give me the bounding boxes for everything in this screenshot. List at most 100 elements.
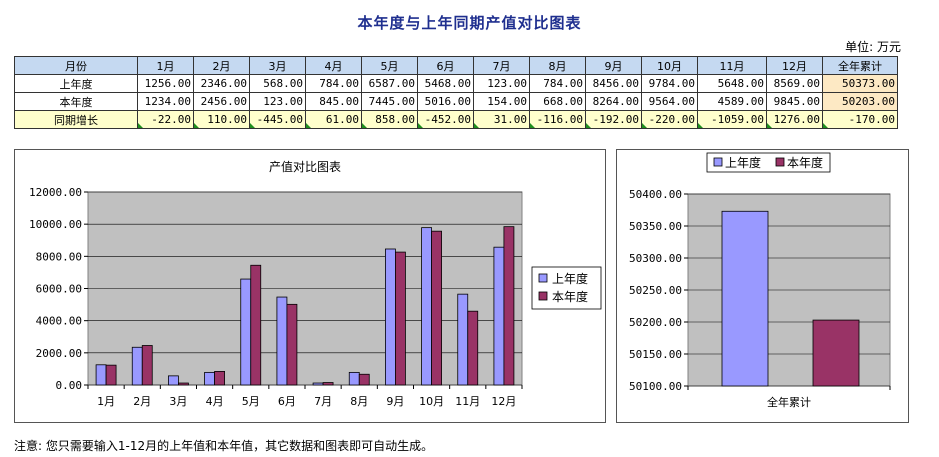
bar-this-year <box>322 382 334 386</box>
y-tick-label: 50150.00 <box>629 348 682 361</box>
table-cell[interactable]: 5468.00 <box>417 74 474 93</box>
table-cell[interactable]: 31.00 <box>473 110 530 129</box>
x-tick-label: 9月 <box>386 395 404 408</box>
bar-this-year <box>105 364 117 386</box>
formula-marker-icon <box>138 123 143 128</box>
table-cell[interactable]: 4589.00 <box>697 92 767 111</box>
table-cell[interactable]: 9564.00 <box>641 92 698 111</box>
table-cell[interactable]: -116.00 <box>529 110 586 129</box>
bar-last-year <box>385 248 396 386</box>
bar-last-year <box>204 371 215 386</box>
cell-value: -452.00 <box>424 113 471 126</box>
table-cell[interactable]: 668.00 <box>529 92 586 111</box>
table-cell[interactable]: 123.00 <box>473 74 530 93</box>
formula-marker-icon <box>418 123 423 128</box>
annual-chart-panel: 上年度 本年度 50100.00 50150.00 50200.00 50250.00 50… <box>616 149 909 423</box>
table-cell[interactable]: -452.00 <box>417 110 474 129</box>
table-header-cell: 12月 <box>766 56 823 75</box>
formula-marker-icon <box>474 123 479 128</box>
y-tick-label: 2000.00 <box>36 347 82 360</box>
x-tick-label: 5月 <box>242 395 260 408</box>
table-cell[interactable]: -445.00 <box>249 110 306 129</box>
table-cell[interactable]: 154.00 <box>473 92 530 111</box>
table-cell[interactable]: 1276.00 <box>766 110 823 129</box>
legend-swatch <box>538 273 548 283</box>
table-cell[interactable]: 8264.00 <box>585 92 642 111</box>
table-cell[interactable]: 1256.00 <box>137 74 194 93</box>
table-cell[interactable]: -22.00 <box>137 110 194 129</box>
cell-value: -445.00 <box>256 113 303 126</box>
note-text: 注意: 您只需要输入1-12月的上年值和本年值，其它数据和图表即可自动生成。 <box>14 439 434 453</box>
table-cell[interactable]: 5016.00 <box>417 92 474 111</box>
table-cell[interactable]: 50373.00 <box>822 74 898 93</box>
table-cell[interactable]: 2456.00 <box>193 92 250 111</box>
table-header-cell: 9月 <box>585 56 642 75</box>
table-cell[interactable]: 1234.00 <box>137 92 194 111</box>
table-cell[interactable]: 6587.00 <box>361 74 418 93</box>
legend-label: 上年度 <box>552 271 588 286</box>
bar-this-year <box>214 371 225 386</box>
table-cell[interactable]: 2346.00 <box>193 74 250 93</box>
cell-value: 61.00 <box>325 113 359 126</box>
x-tick-label: 7月 <box>314 395 332 408</box>
table-cell[interactable]: 845.00 <box>305 92 362 111</box>
cell-value: 858.00 <box>375 113 415 126</box>
cell-value: -1059.00 <box>711 113 764 126</box>
bar-last-year <box>721 210 769 387</box>
y-tick-label: 50250.00 <box>629 284 682 297</box>
formula-marker-icon <box>250 123 255 128</box>
table-cell[interactable]: 110.00 <box>193 110 250 129</box>
y-tick-label: 12000.00 <box>29 186 82 199</box>
x-tick-label: 6月 <box>278 395 296 408</box>
x-tick-label: 1月 <box>97 395 115 408</box>
bar-last-year <box>95 364 107 386</box>
y-tick-label: 6000.00 <box>36 283 82 296</box>
table-cell[interactable]: 7445.00 <box>361 92 418 111</box>
bar-this-year <box>395 251 406 386</box>
table-cell[interactable]: 9845.00 <box>766 92 823 111</box>
bar-last-year <box>168 375 179 386</box>
y-tick-label: 0.00 <box>56 379 83 392</box>
table-header-cell: 月份 <box>14 56 138 75</box>
table-cell[interactable]: 123.00 <box>249 92 306 111</box>
table-cell[interactable]: -192.00 <box>585 110 642 129</box>
cell-value: -116.00 <box>536 113 583 126</box>
table-cell[interactable]: -220.00 <box>641 110 698 129</box>
table-cell[interactable]: 50203.00 <box>822 92 898 111</box>
table-cell[interactable]: 784.00 <box>529 74 586 93</box>
table-cell[interactable]: 8456.00 <box>585 74 642 93</box>
table-header-cell: 4月 <box>305 56 362 75</box>
bar-this-year <box>250 264 262 386</box>
formula-marker-icon <box>823 123 828 128</box>
table-header-cell: 8月 <box>529 56 586 75</box>
legend-swatch <box>538 291 548 301</box>
table-cell[interactable]: -170.00 <box>822 110 898 129</box>
formula-marker-icon <box>530 123 535 128</box>
table-header-cell: 6月 <box>417 56 474 75</box>
table-header-cell: 7月 <box>473 56 530 75</box>
table-row: 本年度 1234.00 2456.00 123.00 845.00 7445.00 5016… <box>14 92 898 111</box>
x-tick-label: 8月 <box>350 395 368 408</box>
table-cell[interactable]: 568.00 <box>249 74 306 93</box>
bar-last-year <box>312 382 324 386</box>
formula-marker-icon <box>698 123 703 128</box>
row-label: 上年度 <box>14 74 138 93</box>
formula-marker-icon <box>306 123 311 128</box>
table-cell[interactable]: -1059.00 <box>697 110 767 129</box>
bar-this-year <box>358 373 370 386</box>
table-cell[interactable]: 784.00 <box>305 74 362 93</box>
y-tick-label: 10000.00 <box>29 218 82 231</box>
table-cell[interactable]: 9784.00 <box>641 74 698 93</box>
formula-marker-icon <box>362 123 367 128</box>
table-header-cell: 3月 <box>249 56 306 75</box>
table-cell[interactable]: 8569.00 <box>766 74 823 93</box>
table-cell[interactable]: 858.00 <box>361 110 418 129</box>
table-cell[interactable]: 61.00 <box>305 110 362 129</box>
bar-this-year <box>431 230 442 386</box>
cell-value: -22.00 <box>151 113 191 126</box>
y-tick-label: 50400.00 <box>629 188 682 201</box>
bar-last-year <box>457 293 469 386</box>
bar-last-year <box>276 296 288 386</box>
chart-legend <box>706 152 831 173</box>
table-cell[interactable]: 5648.00 <box>697 74 767 93</box>
